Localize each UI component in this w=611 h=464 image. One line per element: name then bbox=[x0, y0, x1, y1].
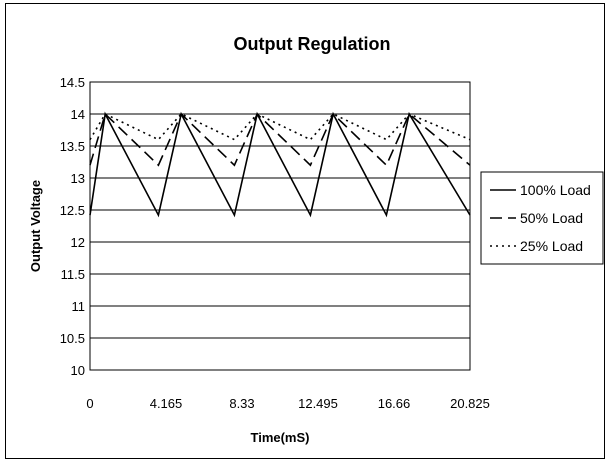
y-tick-label: 10 bbox=[71, 363, 85, 378]
y-tick-labels: 14.5 14 13.5 13 12.5 12 11.5 11 10.5 10 bbox=[60, 75, 85, 378]
y-tick-label: 13.5 bbox=[60, 139, 85, 154]
y-tick-label: 10.5 bbox=[60, 331, 85, 346]
x-tick-label: 8.33 bbox=[229, 396, 254, 411]
series-line-3 bbox=[89, 112, 471, 141]
y-tick-label: 12.5 bbox=[60, 203, 85, 218]
legend-label: 50% Load bbox=[520, 210, 583, 226]
gridlines bbox=[90, 113, 470, 339]
chart-title: Output Regulation bbox=[234, 34, 391, 54]
legend: 100% Load 50% Load 25% Load bbox=[480, 171, 604, 265]
x-tick-label: 0 bbox=[86, 396, 93, 411]
legend-label: 25% Load bbox=[520, 238, 583, 254]
x-tick-label: 20.825 bbox=[450, 396, 490, 411]
y-tick-label: 13 bbox=[71, 171, 85, 186]
series-lines bbox=[89, 111, 471, 218]
x-axis-title: Time(mS) bbox=[251, 430, 310, 445]
x-tick-label: 12.495 bbox=[298, 396, 338, 411]
y-tick-label: 14 bbox=[71, 107, 85, 122]
y-tick-label: 14.5 bbox=[60, 75, 85, 90]
y-axis-title: Output Voltage bbox=[28, 180, 43, 272]
legend-label: 100% Load bbox=[520, 182, 591, 198]
y-tick-label: 11.5 bbox=[61, 267, 85, 282]
x-tick-label: 16.66 bbox=[378, 396, 411, 411]
plot-area bbox=[89, 81, 471, 371]
y-tick-label: 12 bbox=[71, 235, 85, 250]
y-tick-label: 11 bbox=[72, 299, 86, 314]
x-tick-label: 4.165 bbox=[150, 396, 183, 411]
x-tick-labels: 0 4.165 8.33 12.495 16.66 20.825 bbox=[86, 396, 490, 411]
